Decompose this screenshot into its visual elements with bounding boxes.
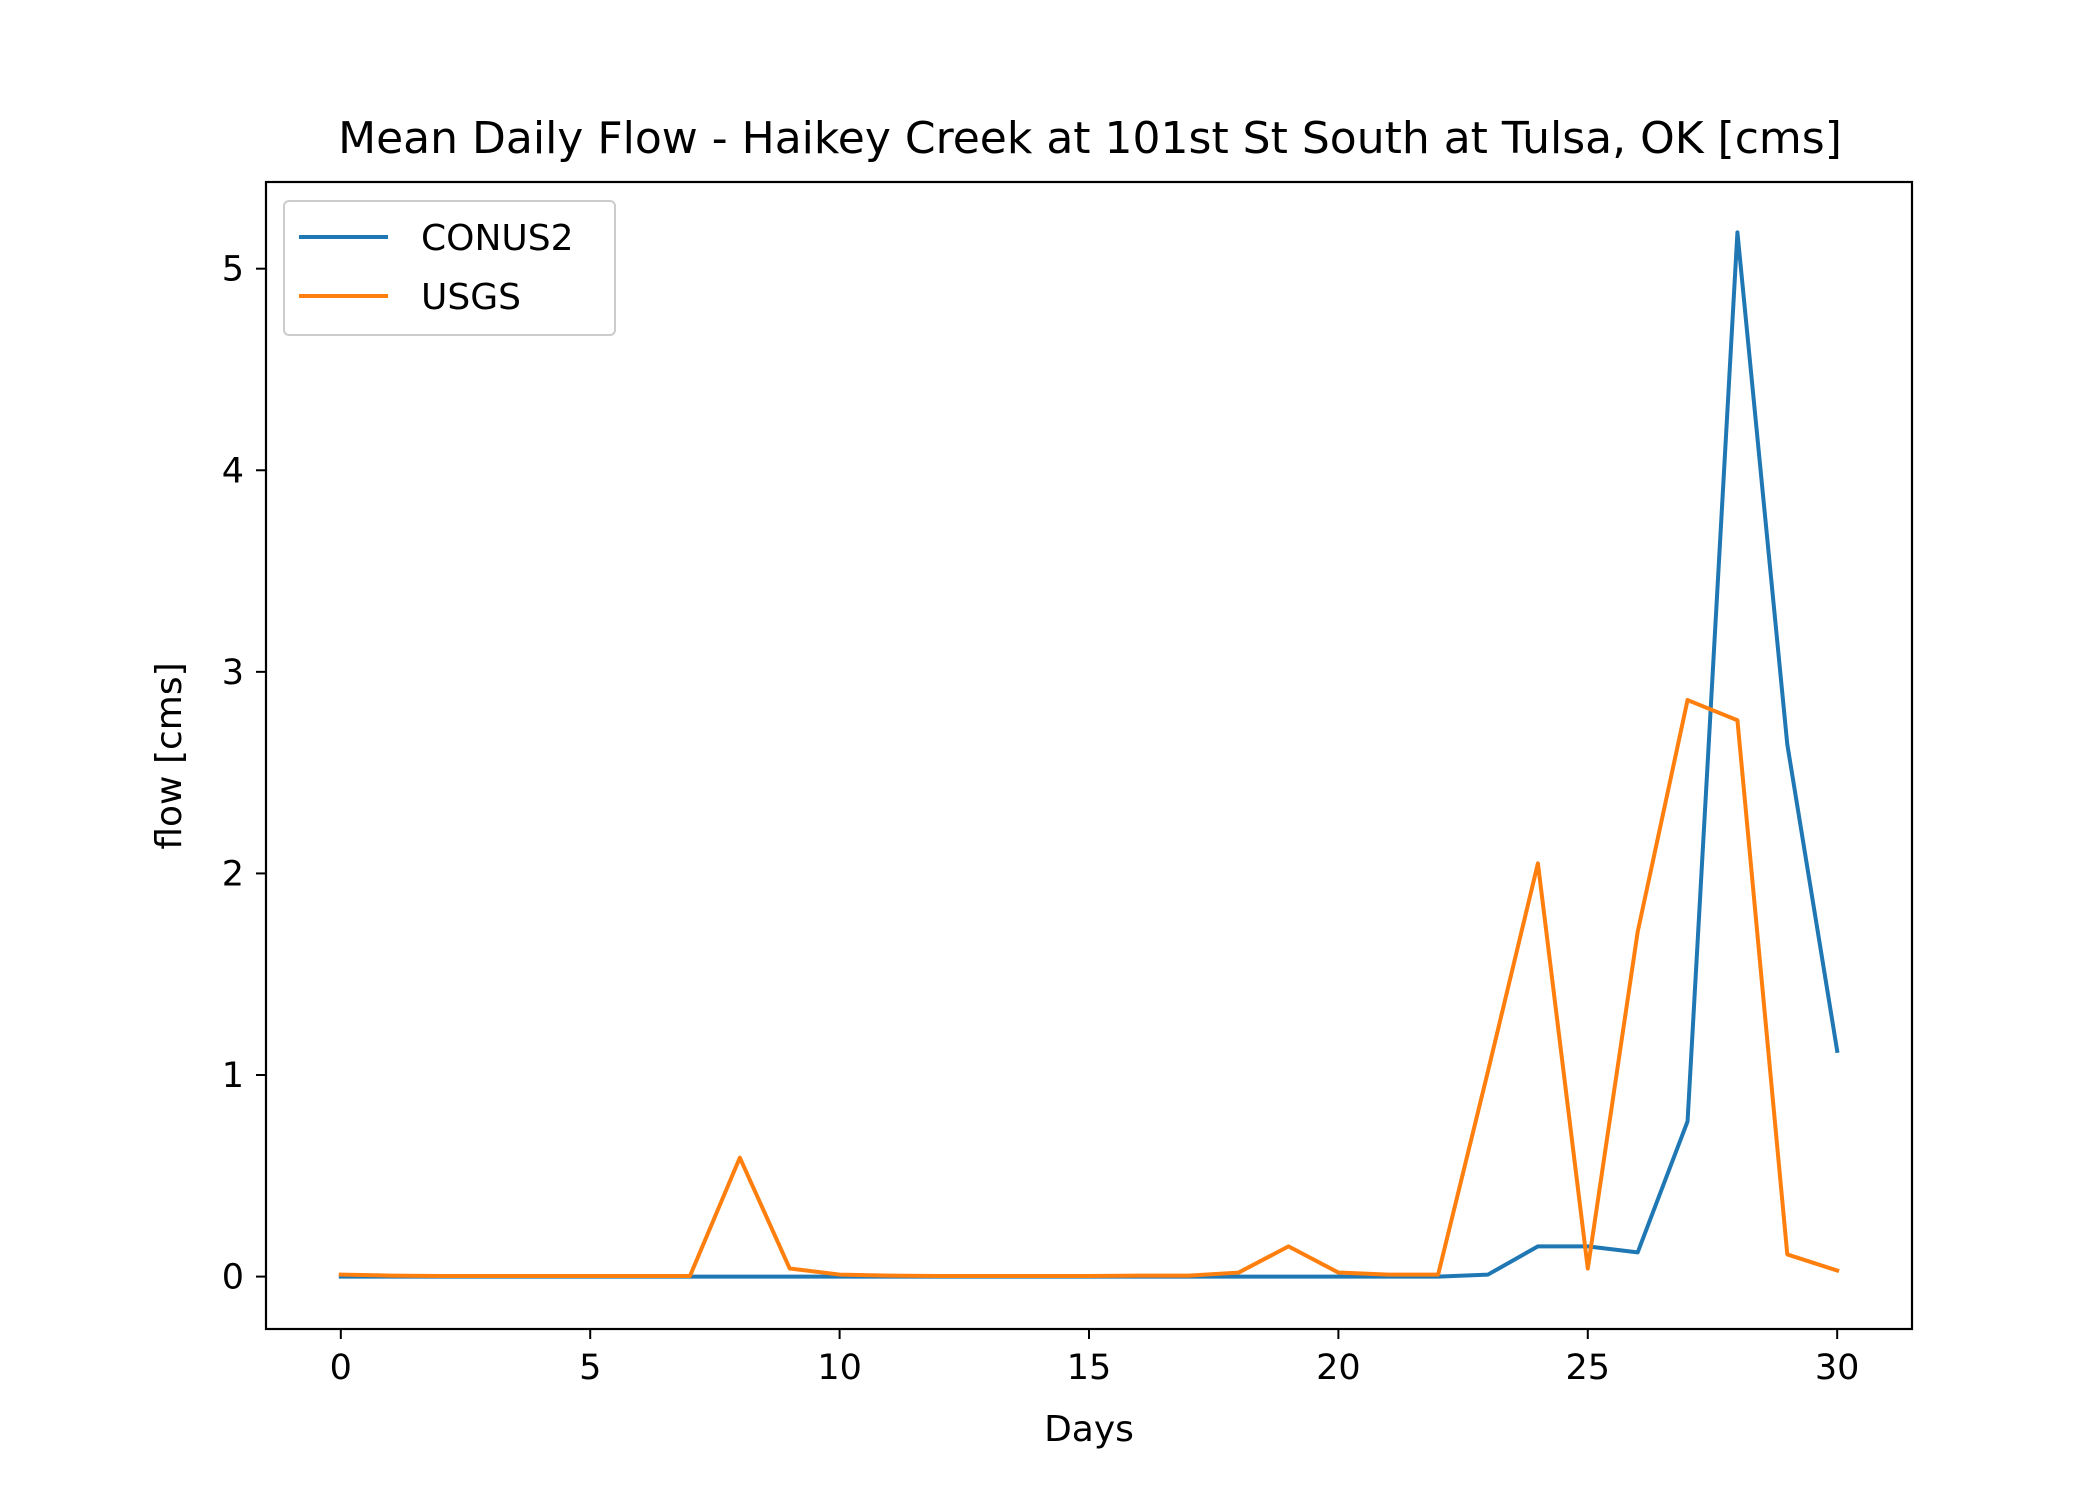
legend-label-usgs: USGS: [421, 277, 521, 318]
series-layer: [338, 230, 1840, 1279]
y-tick-label: 0: [222, 1258, 244, 1298]
x-axis-label: Days: [1044, 1409, 1134, 1450]
y-tick-label: 3: [222, 653, 244, 693]
x-tick-label: 15: [1067, 1348, 1112, 1388]
x-tick-label: 0: [330, 1348, 352, 1388]
legend-label-conus2: CONUS2: [421, 218, 574, 259]
y-tick-label: 4: [222, 451, 244, 491]
y-tick-label: 1: [222, 1056, 244, 1096]
x-tick-label: 5: [579, 1348, 601, 1388]
series-line-usgs: [338, 698, 1840, 1278]
y-axis-label: flow [cms]: [149, 662, 190, 849]
y-tick-label: 2: [222, 854, 244, 894]
y-axis-ticks: 0 1 2 3 4 5: [222, 250, 266, 1298]
x-tick-label: 25: [1566, 1348, 1611, 1388]
x-tick-label: 30: [1815, 1348, 1860, 1388]
x-tick-label: 10: [817, 1348, 862, 1388]
x-tick-label: 20: [1316, 1348, 1361, 1388]
legend: CONUS2 USGS: [283, 200, 616, 336]
legend-frame: [283, 200, 616, 336]
chart-title: Mean Daily Flow - Haikey Creek at 101st …: [338, 113, 1842, 164]
y-tick-label: 5: [222, 250, 244, 290]
x-axis-ticks: 0 5 10 15 20 25 30: [330, 1329, 1860, 1388]
